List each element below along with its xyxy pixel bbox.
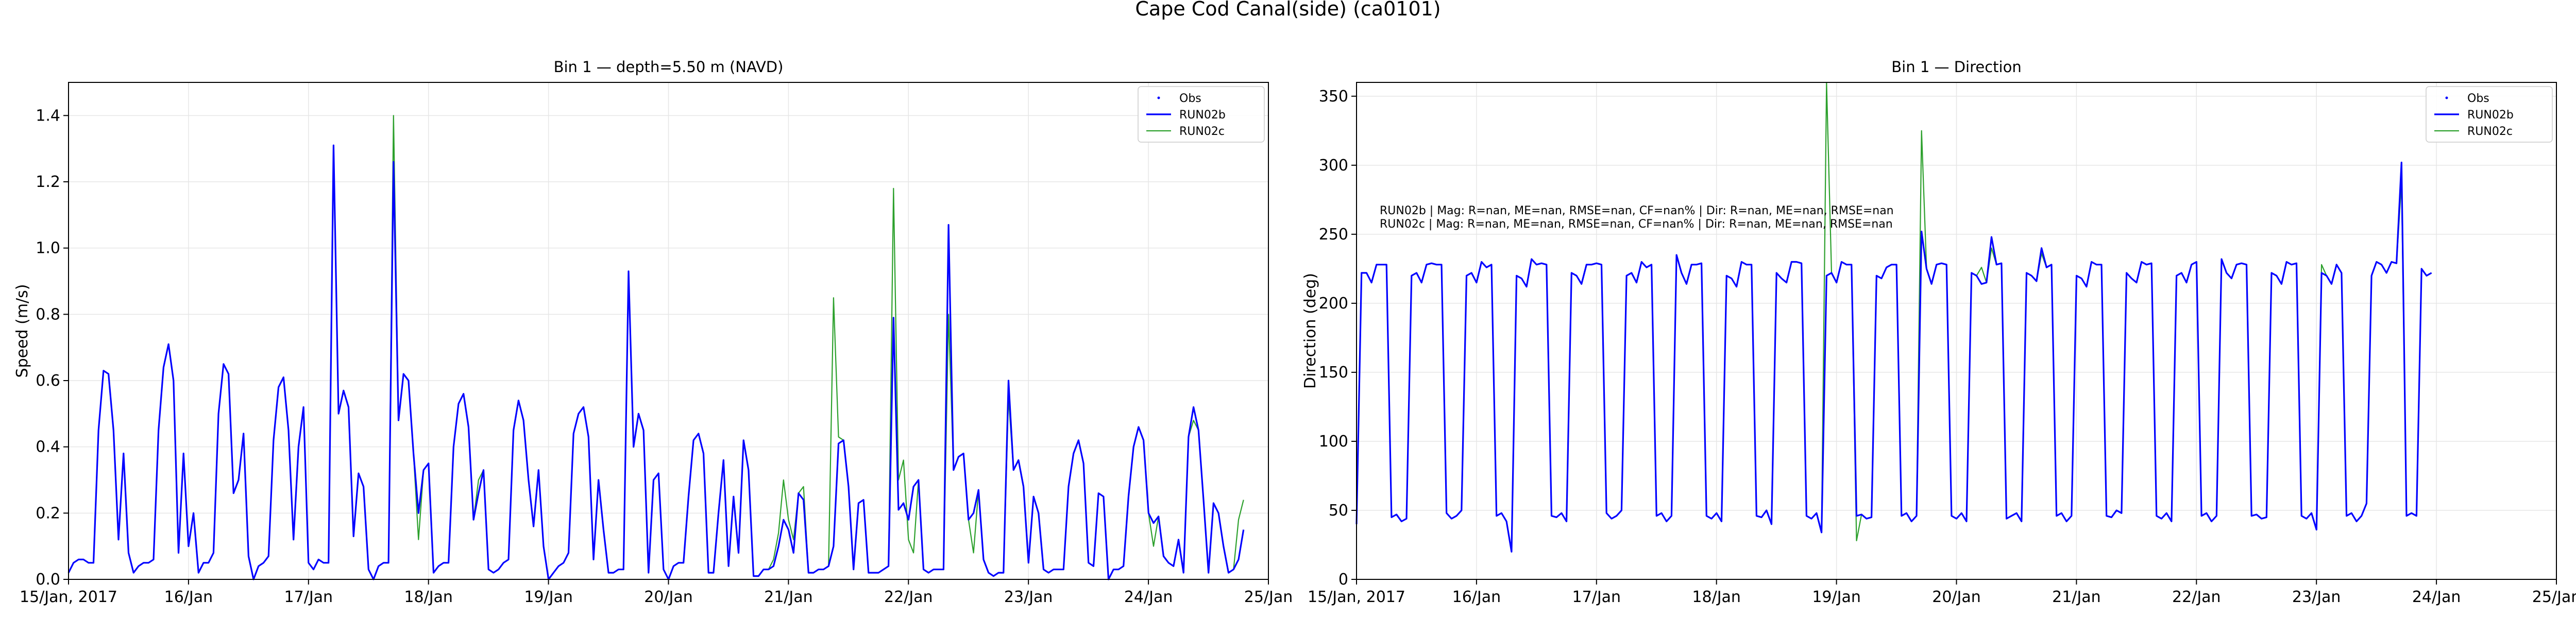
y-tick-label: 50 — [1329, 502, 1348, 520]
x-tick-label: 22/Jan — [884, 588, 933, 606]
speed-panel: 15/Jan, 2017 16/Jan 17/Jan 18/Jan 19/Jan 20/J… — [13, 58, 1293, 606]
series-line-run02b — [1355, 161, 2432, 553]
x-tick-label: 20/Jan — [644, 588, 693, 606]
y-tick-label: 0.2 — [36, 504, 60, 522]
y-tick-label: 1.0 — [36, 239, 60, 258]
panel-title: Bin 1 — Direction — [1891, 58, 2021, 76]
x-tick-label: 25/Jan — [1244, 588, 1293, 606]
y-tick-label: 0 — [1338, 571, 1348, 589]
panel-title: Bin 1 — depth=5.50 m (NAVD) — [554, 58, 784, 76]
x-tick-label: 17/Jan — [284, 588, 333, 606]
y-tick-label: 250 — [1319, 226, 1348, 244]
direction-panel: 15/Jan, 2017 16/Jan 17/Jan 18/Jan 19/Jan 20/J… — [1301, 58, 2576, 606]
x-tick-label: 21/Jan — [764, 588, 813, 606]
legend-label: RUN02b — [2467, 109, 2514, 122]
x-tick-label: 18/Jan — [1692, 588, 1741, 606]
legend-marker-obs — [2445, 96, 2448, 99]
y-tick-label: 0.0 — [36, 571, 60, 589]
legend-label: Obs — [2467, 92, 2489, 105]
y-tick-label: 0.6 — [36, 372, 60, 390]
x-tick-label: 21/Jan — [2052, 588, 2101, 606]
x-tick-label: 17/Jan — [1572, 588, 1621, 606]
x-tick-label: 25/Jan — [2532, 588, 2576, 606]
y-tick-label: 200 — [1319, 295, 1348, 313]
y-tick-label: 150 — [1319, 364, 1348, 382]
legend-label: RUN02c — [1179, 125, 1225, 138]
x-tick-label: 18/Jan — [404, 588, 453, 606]
y-tick-label: 300 — [1319, 157, 1348, 175]
x-tick-label: 16/Jan — [164, 588, 213, 606]
figure-suptitle: Cape Cod Canal(side) (ca0101) — [1135, 0, 1440, 20]
legend-label: RUN02c — [2467, 125, 2513, 138]
legend-marker-obs — [1157, 96, 1160, 99]
stats-annotation: RUN02c | Mag: R=nan, ME=nan, RMSE=nan, C… — [1380, 218, 1893, 231]
y-tick-label: 100 — [1319, 433, 1348, 451]
x-tick-label: 19/Jan — [524, 588, 573, 606]
x-tick-label: 22/Jan — [2172, 588, 2221, 606]
x-tick-label: 16/Jan — [1452, 588, 1501, 606]
x-tick-label: 15/Jan, 2017 — [1308, 588, 1405, 606]
x-tick-label: 20/Jan — [1932, 588, 1981, 606]
legend-box — [2426, 86, 2553, 143]
legend-label: Obs — [1179, 92, 1201, 105]
y-tick-label: 0.8 — [36, 305, 60, 323]
y-tick-label: 0.4 — [36, 438, 60, 456]
x-tick-label: 19/Jan — [1812, 588, 1861, 606]
legend-label: RUN02b — [1179, 109, 1226, 122]
x-tick-label: 23/Jan — [1004, 588, 1053, 606]
y-axis-label: Speed (m/s) — [13, 284, 31, 378]
x-tick-label: 15/Jan, 2017 — [20, 588, 117, 606]
y-tick-label: 1.4 — [36, 107, 60, 125]
series-line-run02b — [67, 144, 1245, 580]
x-tick-label: 24/Jan — [1124, 588, 1173, 606]
x-tick-label: 24/Jan — [2412, 588, 2461, 606]
y-tick-label: 350 — [1319, 88, 1348, 106]
stats-annotation: RUN02b | Mag: R=nan, ME=nan, RMSE=nan, C… — [1380, 204, 1894, 217]
y-axis-label: Direction (deg) — [1301, 273, 1319, 389]
y-tick-label: 1.2 — [36, 173, 60, 191]
legend-box — [1138, 86, 1265, 143]
x-tick-label: 23/Jan — [2292, 588, 2341, 606]
